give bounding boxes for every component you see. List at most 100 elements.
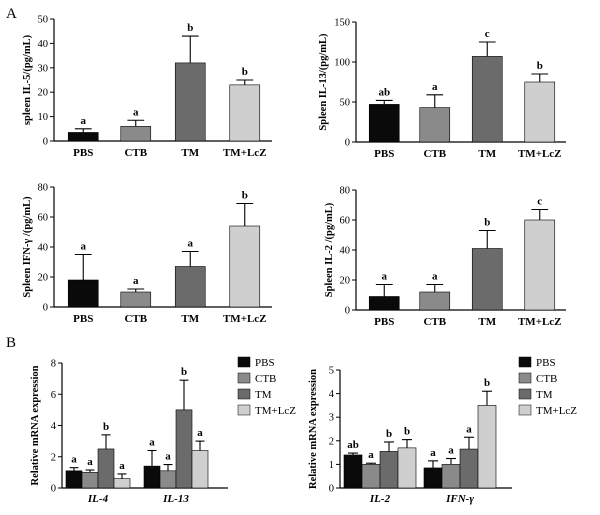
x-tick-label: PBS — [374, 316, 394, 328]
x-tick-label: PBS — [73, 313, 93, 325]
group-2-series-1-significance-label: a — [149, 437, 155, 449]
bar-3-significance-label: a — [188, 238, 194, 250]
y-tick-label: 6 — [51, 390, 56, 401]
legend-label: CTB — [255, 373, 276, 385]
y-tick-label: 30 — [38, 63, 49, 74]
legend-swatch — [237, 404, 251, 416]
y-axis-label: spleen IL-5/(pg/mL) — [22, 34, 33, 125]
legend-label: TM+LcZ — [536, 405, 577, 417]
bar-4-significance-label: b — [242, 66, 248, 78]
legend-swatch — [518, 404, 532, 416]
y-axis-label: Spleen IL-13/(pg/mL) — [318, 33, 329, 131]
y-tick-label: 20 — [38, 273, 49, 284]
group-1-series-4-bar — [113, 478, 131, 489]
y-tick-label: 5 — [329, 366, 334, 377]
bar-4-significance-label: c — [537, 196, 542, 208]
y-axis-label: Spleen IFN-γ /(pg/mL) — [22, 196, 33, 298]
bar-1-bar — [368, 104, 400, 143]
x-tick-label: PBS — [374, 148, 394, 160]
bar-1-bar — [67, 132, 99, 142]
y-tick-label: 80 — [38, 183, 49, 194]
chart-2: 0 50 100 150 Spleen IL-13/(pg/mL) ab PBS a CTB c T… — [318, 18, 566, 160]
y-tick-label: 2 — [51, 452, 56, 463]
group-2-series-4-bar — [191, 450, 209, 489]
chart-4: 0 20 40 60 80 Spleen IL-2 /(pg/mL) a PBS a CTB b TM… — [324, 186, 566, 328]
y-tick-label: 8 — [51, 359, 56, 370]
group-label: IL-2 — [369, 493, 391, 505]
y-tick-label: 4 — [51, 421, 57, 432]
y-axis-label: Relative mRNA expression — [308, 369, 319, 489]
group-1-series-4-significance-label: a — [119, 460, 125, 472]
y-tick-label: 3 — [329, 413, 334, 424]
x-tick-label: TM+LcZ — [223, 313, 267, 325]
y-tick-label: 10 — [38, 112, 49, 123]
x-tick-label: CTB — [423, 148, 446, 160]
bar-2-bar — [120, 291, 152, 308]
y-tick-label: 40 — [38, 39, 49, 50]
panel-letter-b: B — [6, 335, 16, 351]
bar-3-bar — [471, 248, 503, 311]
group-2-series-2-significance-label: a — [448, 445, 454, 457]
y-tick-label: 0 — [345, 306, 350, 317]
x-tick-label: TM — [181, 313, 199, 325]
y-tick-label: 100 — [334, 58, 350, 69]
bar-4-bar — [229, 84, 261, 142]
legend-label: TM+LcZ — [255, 405, 296, 417]
group-label: IFN-γ — [445, 493, 474, 505]
panel-letter-a: A — [6, 6, 17, 22]
group-1-series-2-significance-label: a — [368, 449, 374, 461]
group-1-series-1-significance-label: ab — [347, 439, 359, 451]
y-tick-label: 80 — [340, 186, 351, 197]
group-2-series-1-bar — [423, 467, 443, 489]
group-2-series-2-significance-label: a — [165, 451, 171, 463]
group-2-series-1-bar — [143, 465, 161, 489]
chart-3: 0 20 40 60 80 Spleen IFN-γ /(pg/mL) a PBS a CTB a T… — [22, 183, 272, 325]
bar-1-significance-label: a — [81, 115, 87, 127]
y-tick-label: 50 — [340, 98, 351, 109]
group-2-series-1-significance-label: a — [430, 447, 436, 459]
group-2-series-4-significance-label: b — [484, 377, 490, 389]
group-1-series-2-bar — [361, 464, 381, 489]
y-tick-label: 0 — [345, 138, 350, 149]
group-1-series-1-bar — [65, 470, 83, 489]
y-tick-label: 150 — [334, 18, 350, 29]
bar-2-significance-label: a — [432, 81, 438, 93]
bar-3-bar — [174, 266, 206, 308]
x-tick-label: TM+LcZ — [518, 316, 562, 328]
y-tick-label: 50 — [38, 15, 49, 26]
group-label: IL-4 — [87, 493, 109, 505]
bar-1-bar — [67, 279, 99, 308]
group-2-series-4-significance-label: a — [197, 427, 203, 439]
group-2-series-3-bar — [175, 409, 193, 489]
bar-2-significance-label: a — [432, 271, 438, 283]
legend-swatch — [518, 372, 532, 384]
y-tick-label: 20 — [38, 88, 49, 99]
group-1-series-2-significance-label: a — [87, 456, 93, 468]
bar-3-significance-label: c — [485, 28, 490, 40]
group-1-series-2-bar — [81, 472, 99, 489]
bar-2-significance-label: a — [133, 106, 139, 118]
bar-1-bar — [368, 296, 400, 311]
y-tick-label: 40 — [38, 243, 49, 254]
legend-label: PBS — [536, 357, 556, 369]
bar-2-significance-label: a — [133, 275, 139, 287]
group-2-series-2-bar — [159, 470, 177, 489]
bar-1-significance-label: a — [382, 271, 388, 283]
bar-4-bar — [229, 225, 261, 308]
bar-3-significance-label: b — [187, 22, 193, 34]
group-1-series-1-significance-label: a — [71, 454, 77, 466]
group-1-series-3-significance-label: b — [103, 421, 109, 433]
group-1-series-1-bar — [343, 454, 363, 489]
bar-4-significance-label: b — [242, 190, 248, 202]
group-label: IL-13 — [162, 493, 189, 505]
bar-2-bar — [120, 126, 152, 142]
x-tick-label: PBS — [73, 147, 93, 159]
group-2-series-3-significance-label: b — [181, 366, 187, 378]
bar-2-bar — [419, 291, 451, 311]
y-tick-label: 60 — [340, 216, 351, 227]
y-tick-label: 1 — [329, 460, 334, 471]
y-tick-label: 0 — [43, 303, 48, 314]
x-tick-label: TM — [181, 147, 199, 159]
